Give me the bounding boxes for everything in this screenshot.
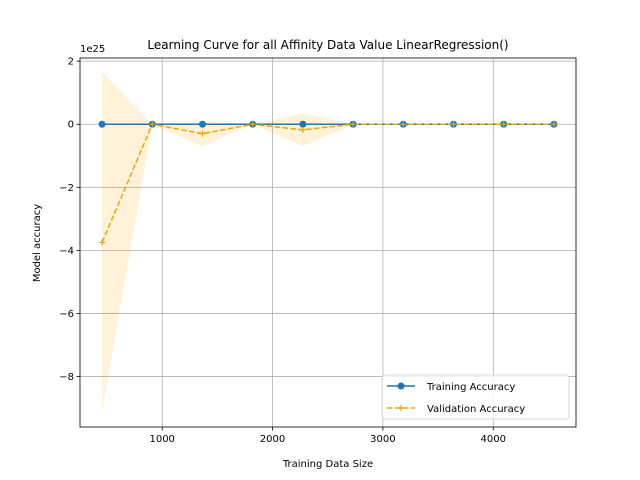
validation-accuracy-point [199,130,206,137]
x-tick-label: 1000 [149,434,174,445]
y-axis-label: Model accuracy [32,204,43,282]
y-tick-label: −2 [59,183,74,194]
training-accuracy-point [299,120,307,128]
legend-box [381,374,570,420]
validation-accuracy-point [400,121,407,128]
chart-title: Learning Curve for all Affinity Data Val… [147,38,508,52]
x-axis-label: Training Data Size [282,459,373,470]
axis-ticks: 1000 2000 3000 4000 2 0 −2 −4 −6 −8 [59,57,506,445]
validation-accuracy-point [249,121,256,128]
series-lines [101,123,554,243]
plot-frame [79,57,577,428]
y-tick-label: −8 [59,372,74,383]
validation-accuracy-line [101,123,554,243]
y-tick-label: 0 [68,120,74,131]
legend-validation-marker [398,405,404,411]
validation-accuracy-point [450,121,457,128]
legend-validation-label: Validation Accuracy [427,404,525,415]
training-accuracy-point [198,120,206,128]
legend: Training Accuracy Validation Accuracy [381,374,570,420]
y-tick-label: −6 [59,309,74,320]
x-tick-label: 4000 [481,434,506,445]
y-tick-label: −4 [59,246,74,257]
legend-training-marker [397,382,405,390]
x-tick-label: 2000 [260,434,285,445]
validation-accuracy-point [149,121,156,128]
validation-accuracy-point [350,121,357,128]
validation-accuracy-point [500,121,507,128]
validation-accuracy-point [550,121,557,128]
series-markers [98,120,558,246]
validation-accuracy-point [99,239,106,246]
y-offset-label: 1e25 [80,44,105,55]
legend-training-label: Training Accuracy [426,382,515,393]
training-accuracy-point [98,120,106,128]
x-tick-label: 3000 [370,434,395,445]
validation-accuracy-point [299,126,306,133]
y-tick-label: 2 [68,57,74,68]
